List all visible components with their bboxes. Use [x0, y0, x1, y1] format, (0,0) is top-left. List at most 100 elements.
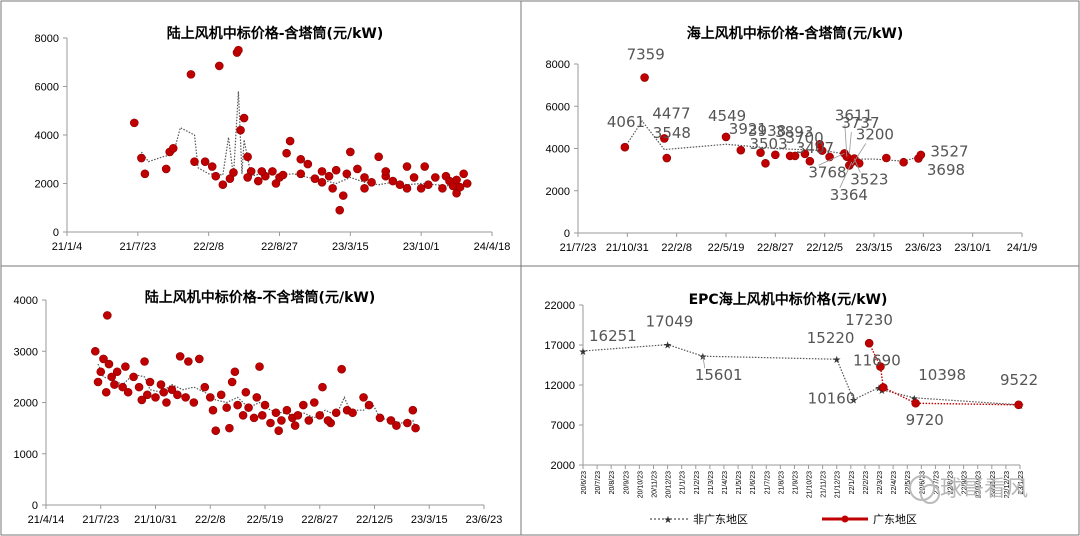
series-point-guangdong [864, 338, 874, 348]
data-point [239, 113, 249, 123]
data-point [386, 416, 396, 425]
y-tick-label: 0 [564, 228, 570, 240]
data-point [99, 354, 108, 364]
data-point [771, 150, 780, 160]
data-point [252, 393, 262, 402]
data-point [662, 153, 672, 163]
data-label-leader [853, 158, 861, 173]
data-point [331, 165, 341, 175]
y-tick-label: 0 [32, 500, 38, 512]
y-tick-label: 2000 [14, 398, 38, 410]
x-tick-label: 22/12/23 [1004, 471, 1011, 498]
data-label: 10398 [918, 366, 966, 384]
data-point [335, 205, 345, 215]
x-tick-label: 23/6/23 [466, 514, 503, 526]
data-point [137, 153, 146, 163]
data-point [238, 411, 248, 420]
data-point [90, 346, 100, 356]
data-point [129, 118, 139, 128]
series-point-guangdong [876, 362, 885, 371]
y-tick-label: 6000 [35, 82, 59, 94]
x-tick-label: 20/8/23 [609, 471, 616, 494]
data-point [173, 390, 182, 400]
x-tick-label: 22/7/23 [933, 471, 940, 494]
series-point-non-guangdong: ★ [663, 341, 672, 352]
data-label: 7359 [627, 46, 665, 64]
data-point [282, 148, 291, 158]
x-tick-label: 21/4/23 [722, 471, 729, 494]
x-tick-label: 21/7/23 [119, 241, 156, 253]
data-point [438, 184, 447, 193]
x-tick-label: 23/6/23 [905, 242, 942, 254]
data-point [93, 377, 103, 387]
data-point [293, 411, 303, 420]
data-point [118, 382, 127, 392]
data-point [241, 387, 251, 397]
data-point [282, 405, 292, 415]
data-label: 3768 [808, 163, 846, 181]
data-point [96, 367, 106, 377]
data-point [296, 169, 306, 179]
x-tick-label: 22/6/23 [919, 471, 926, 494]
data-point [403, 418, 412, 428]
x-tick-label: 22/1/23 [849, 471, 856, 494]
data-point [230, 367, 240, 377]
data-point [431, 173, 440, 182]
y-tick-label: 12000 [544, 380, 575, 392]
data-point [303, 159, 313, 169]
chart-title-c1: 陆上风机中标价格-含塔筒(元/kW) [167, 25, 383, 42]
data-point [162, 398, 171, 407]
data-point [234, 45, 243, 55]
x-tick-label: 22/2/8 [193, 241, 224, 253]
watermark-text: 球哥看风 [940, 477, 1028, 502]
x-tick-label: 22/8/27 [301, 514, 338, 526]
data-label: 3893 [775, 123, 813, 141]
series-line-guangdong [868, 342, 1019, 406]
data-point [790, 151, 800, 161]
data-point [342, 169, 352, 179]
data-label: 3523 [850, 171, 888, 189]
data-label-leader [702, 356, 706, 369]
data-point [189, 398, 199, 407]
data-point [640, 73, 649, 82]
data-point [756, 148, 765, 158]
x-tick-label: 23/3/15 [411, 514, 448, 526]
data-point [168, 144, 178, 153]
x-tick-label: 20/10/23 [637, 471, 644, 498]
x-tick-label: 22/4/23 [891, 471, 898, 494]
y-tick-label: 2000 [551, 460, 575, 472]
data-point [317, 177, 327, 187]
x-tick-label: 21/10/31 [606, 242, 649, 254]
data-point [416, 184, 426, 193]
y-tick-label: 4000 [546, 144, 570, 156]
data-label: 3364 [830, 186, 868, 204]
data-point [156, 380, 166, 389]
data-point [761, 158, 770, 168]
data-point [328, 184, 337, 193]
data-label-leader [851, 143, 867, 166]
x-tick-label: 20/11/23 [651, 471, 658, 498]
data-point [208, 405, 218, 415]
data-point [620, 142, 630, 152]
series-point-guangdong [1014, 400, 1023, 410]
data-point [243, 173, 252, 182]
x-tick-label: 22/9/23 [962, 471, 969, 494]
x-tick-label: 22/8/27 [261, 241, 298, 253]
x-tick-label: 21/4/14 [28, 514, 65, 526]
data-point [411, 423, 420, 433]
data-label-leader [818, 153, 845, 166]
x-tick-label: 21/2/23 [694, 471, 701, 494]
data-point [374, 152, 383, 162]
x-tick-label: 22/12/5 [356, 514, 393, 526]
data-point [882, 153, 891, 163]
data-point [375, 413, 385, 423]
data-point [175, 352, 185, 361]
y-tick-label: 4000 [14, 295, 38, 307]
x-tick-label: 22/2/23 [863, 471, 870, 494]
y-tick-label: 3000 [14, 346, 38, 358]
data-point [229, 168, 238, 177]
x-tick-label: 24/1/9 [1007, 242, 1038, 254]
panel-frame-c3 [0, 265, 522, 536]
data-label: 3921 [729, 120, 767, 138]
